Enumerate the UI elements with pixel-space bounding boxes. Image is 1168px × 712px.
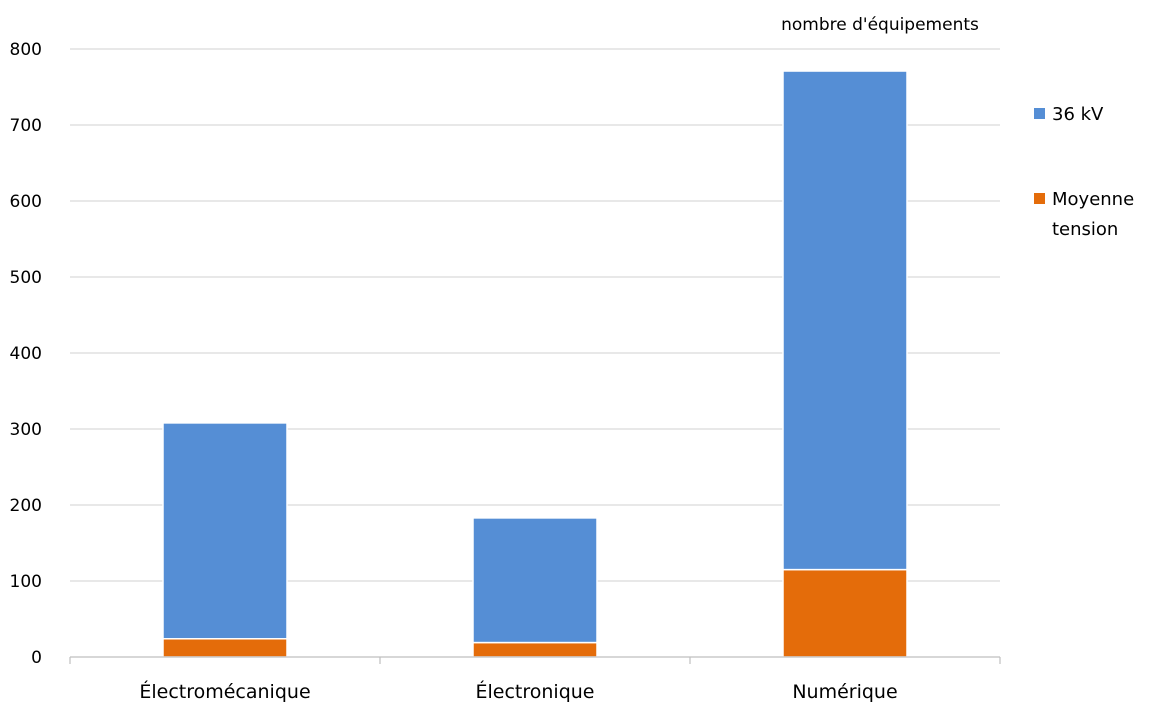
legend-label-36-kv: 36 kV bbox=[1052, 104, 1104, 125]
y-tick-label: 300 bbox=[10, 420, 42, 440]
bars bbox=[162, 70, 908, 658]
x-category-label: Électromécanique bbox=[139, 680, 310, 703]
y-tick-label: 700 bbox=[10, 116, 42, 136]
bar-moyenne-tension bbox=[472, 641, 598, 658]
legend-label-moyenne-tension: Moyenne tension bbox=[1052, 189, 1134, 240]
bar-moyenne-tension bbox=[162, 638, 288, 658]
x-category-label: Numérique bbox=[792, 681, 897, 703]
y-tick-label: 500 bbox=[10, 268, 42, 288]
bar-36-kv bbox=[472, 517, 598, 644]
y-tick-label: 0 bbox=[31, 648, 42, 668]
x-category-label: Électronique bbox=[475, 680, 594, 703]
y-axis-unit-label: nombre d'équipements bbox=[781, 15, 979, 35]
y-tick-label: 400 bbox=[10, 344, 42, 364]
legend: 36 kV Moyenne tension bbox=[1034, 104, 1134, 240]
y-tick-label: 100 bbox=[10, 572, 42, 592]
bar-36-kv bbox=[782, 70, 908, 571]
y-tick-label: 800 bbox=[10, 40, 42, 60]
legend-swatch-36-kv bbox=[1034, 108, 1045, 119]
bar-moyenne-tension bbox=[782, 568, 908, 658]
bar-36-kv bbox=[162, 422, 288, 640]
y-tick-label: 600 bbox=[10, 192, 42, 212]
y-tick-label: 200 bbox=[10, 496, 42, 516]
axis-labels: 0 100 200 300 400 500 600 700 800 Électromécaniqu… bbox=[10, 40, 898, 703]
legend-swatch-moyenne-tension bbox=[1034, 193, 1045, 204]
axes bbox=[69, 656, 1001, 664]
